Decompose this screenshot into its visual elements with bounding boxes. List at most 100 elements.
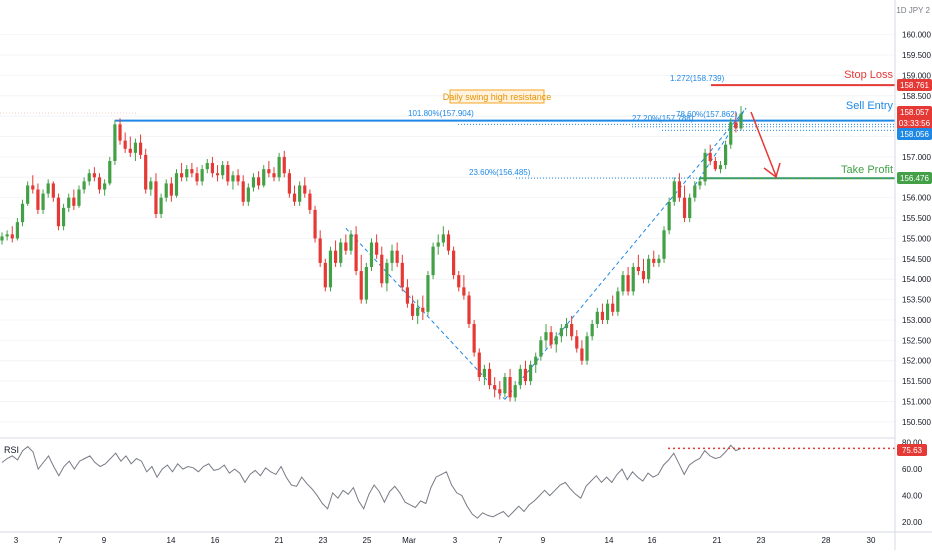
candle-body xyxy=(118,124,122,141)
time-tick-label: 25 xyxy=(363,536,372,545)
candle-body xyxy=(103,183,107,190)
candle-body xyxy=(662,230,666,259)
candle-body xyxy=(580,348,584,361)
sell-entry-label: Sell Entry xyxy=(846,100,894,112)
candle-body xyxy=(626,275,630,292)
candle-body xyxy=(636,266,640,272)
candle-body xyxy=(682,197,687,219)
candle-body xyxy=(600,311,605,320)
candle-body xyxy=(477,352,481,378)
candle-body xyxy=(82,181,86,190)
fib-101-label: 101.80%(157.904) xyxy=(408,109,474,118)
rsi-tick-label: 20.00 xyxy=(902,518,923,527)
candle-body xyxy=(359,271,363,300)
candle-body xyxy=(77,189,81,206)
candle-body xyxy=(523,368,528,382)
candle-body xyxy=(436,242,440,247)
time-tick-label: 3 xyxy=(14,536,19,545)
candle-body xyxy=(698,181,702,186)
candle-body xyxy=(292,193,297,202)
time-tick-label: 14 xyxy=(605,536,614,545)
candle-body xyxy=(410,303,415,316)
candle-body xyxy=(385,262,389,284)
candle-body xyxy=(364,266,368,300)
candle-body xyxy=(231,175,235,182)
candle-body xyxy=(616,291,620,312)
candle-body xyxy=(180,173,184,178)
candle-body xyxy=(513,385,517,398)
price-tick-label: 152.500 xyxy=(902,336,931,345)
candle-body xyxy=(221,165,225,176)
time-tick-label: 7 xyxy=(58,536,63,545)
candle-body xyxy=(5,234,9,237)
price-tick-label: 151.000 xyxy=(902,397,931,406)
candle-body xyxy=(421,307,425,312)
candle-body xyxy=(246,187,250,202)
time-tick-label: 21 xyxy=(713,536,722,545)
take-profit-badge-text: 156.476 xyxy=(900,174,929,183)
candle-body xyxy=(611,303,615,312)
candle-body xyxy=(431,246,435,276)
candle-body xyxy=(652,258,656,263)
candle-body xyxy=(493,385,497,390)
candle-body xyxy=(164,183,168,198)
candle-body xyxy=(267,169,271,174)
candle-body xyxy=(72,197,76,206)
price-tick-label: 154.500 xyxy=(902,255,931,264)
candle-body xyxy=(287,173,291,194)
candle-body xyxy=(534,356,538,365)
rsi-axis[interactable]: 80.00 60.00 40.00 20.00 xyxy=(902,439,923,527)
candle-body xyxy=(41,193,45,210)
price-tick-label: 153.000 xyxy=(902,316,931,325)
candle-body xyxy=(708,152,712,161)
time-axis[interactable]: 3 7 9 14 16 21 23 25 Mar 3 7 9 14 16 21 23 28 30 xyxy=(14,536,876,545)
resistance-annotation-box[interactable] xyxy=(449,89,545,104)
price-tick-label: 156.000 xyxy=(902,194,931,203)
candle-body xyxy=(528,364,533,382)
price-tick-label: 155.000 xyxy=(902,234,931,243)
candle-body xyxy=(205,163,209,170)
candle-body xyxy=(369,242,374,267)
price-tick-label: 158.500 xyxy=(902,92,931,101)
sell-entry-badge-text: 158.057 xyxy=(900,108,929,117)
projection-arrow[interactable] xyxy=(750,111,781,179)
time-tick-label: 9 xyxy=(541,536,546,545)
resistance-annotation: Daily swing high resistance xyxy=(443,92,552,102)
candle-body xyxy=(123,140,127,149)
price-tick-label: 150.500 xyxy=(902,418,931,427)
candle-body xyxy=(241,181,245,202)
candle-body xyxy=(67,197,71,208)
take-profit-badge: 156.476 xyxy=(897,172,932,184)
time-tick-label: 23 xyxy=(757,536,766,545)
candle-body xyxy=(51,183,55,198)
candle-body xyxy=(380,254,384,284)
candle-body xyxy=(657,258,661,263)
candle-body xyxy=(31,185,35,190)
price-tick-label: 152.000 xyxy=(902,357,931,366)
candle-body xyxy=(498,389,502,394)
candle-body xyxy=(339,242,343,263)
candle-body xyxy=(190,169,194,174)
candle-body xyxy=(482,368,487,378)
candle-body xyxy=(323,262,327,288)
countdown-badge-text: 03:33:56 xyxy=(899,119,931,128)
candle-body xyxy=(10,234,14,239)
candle-body xyxy=(605,303,610,320)
price-tick-label: 159.000 xyxy=(902,71,931,80)
candle-body xyxy=(518,368,522,386)
candle-body xyxy=(590,324,594,337)
candle-body xyxy=(724,144,728,166)
fib-236-label: 23.60%(156.485) xyxy=(469,168,531,177)
candle-body xyxy=(56,197,61,227)
candle-body xyxy=(739,113,743,129)
candle-body xyxy=(667,201,671,231)
fib-127-label: 1.272(158.739) xyxy=(670,74,725,83)
candle-body xyxy=(0,236,4,241)
candle-body xyxy=(185,169,189,178)
candle-series xyxy=(0,105,743,402)
candle-body xyxy=(298,185,302,202)
candle-body xyxy=(544,332,548,341)
rsi-tick-label: 80.00 xyxy=(902,439,923,448)
